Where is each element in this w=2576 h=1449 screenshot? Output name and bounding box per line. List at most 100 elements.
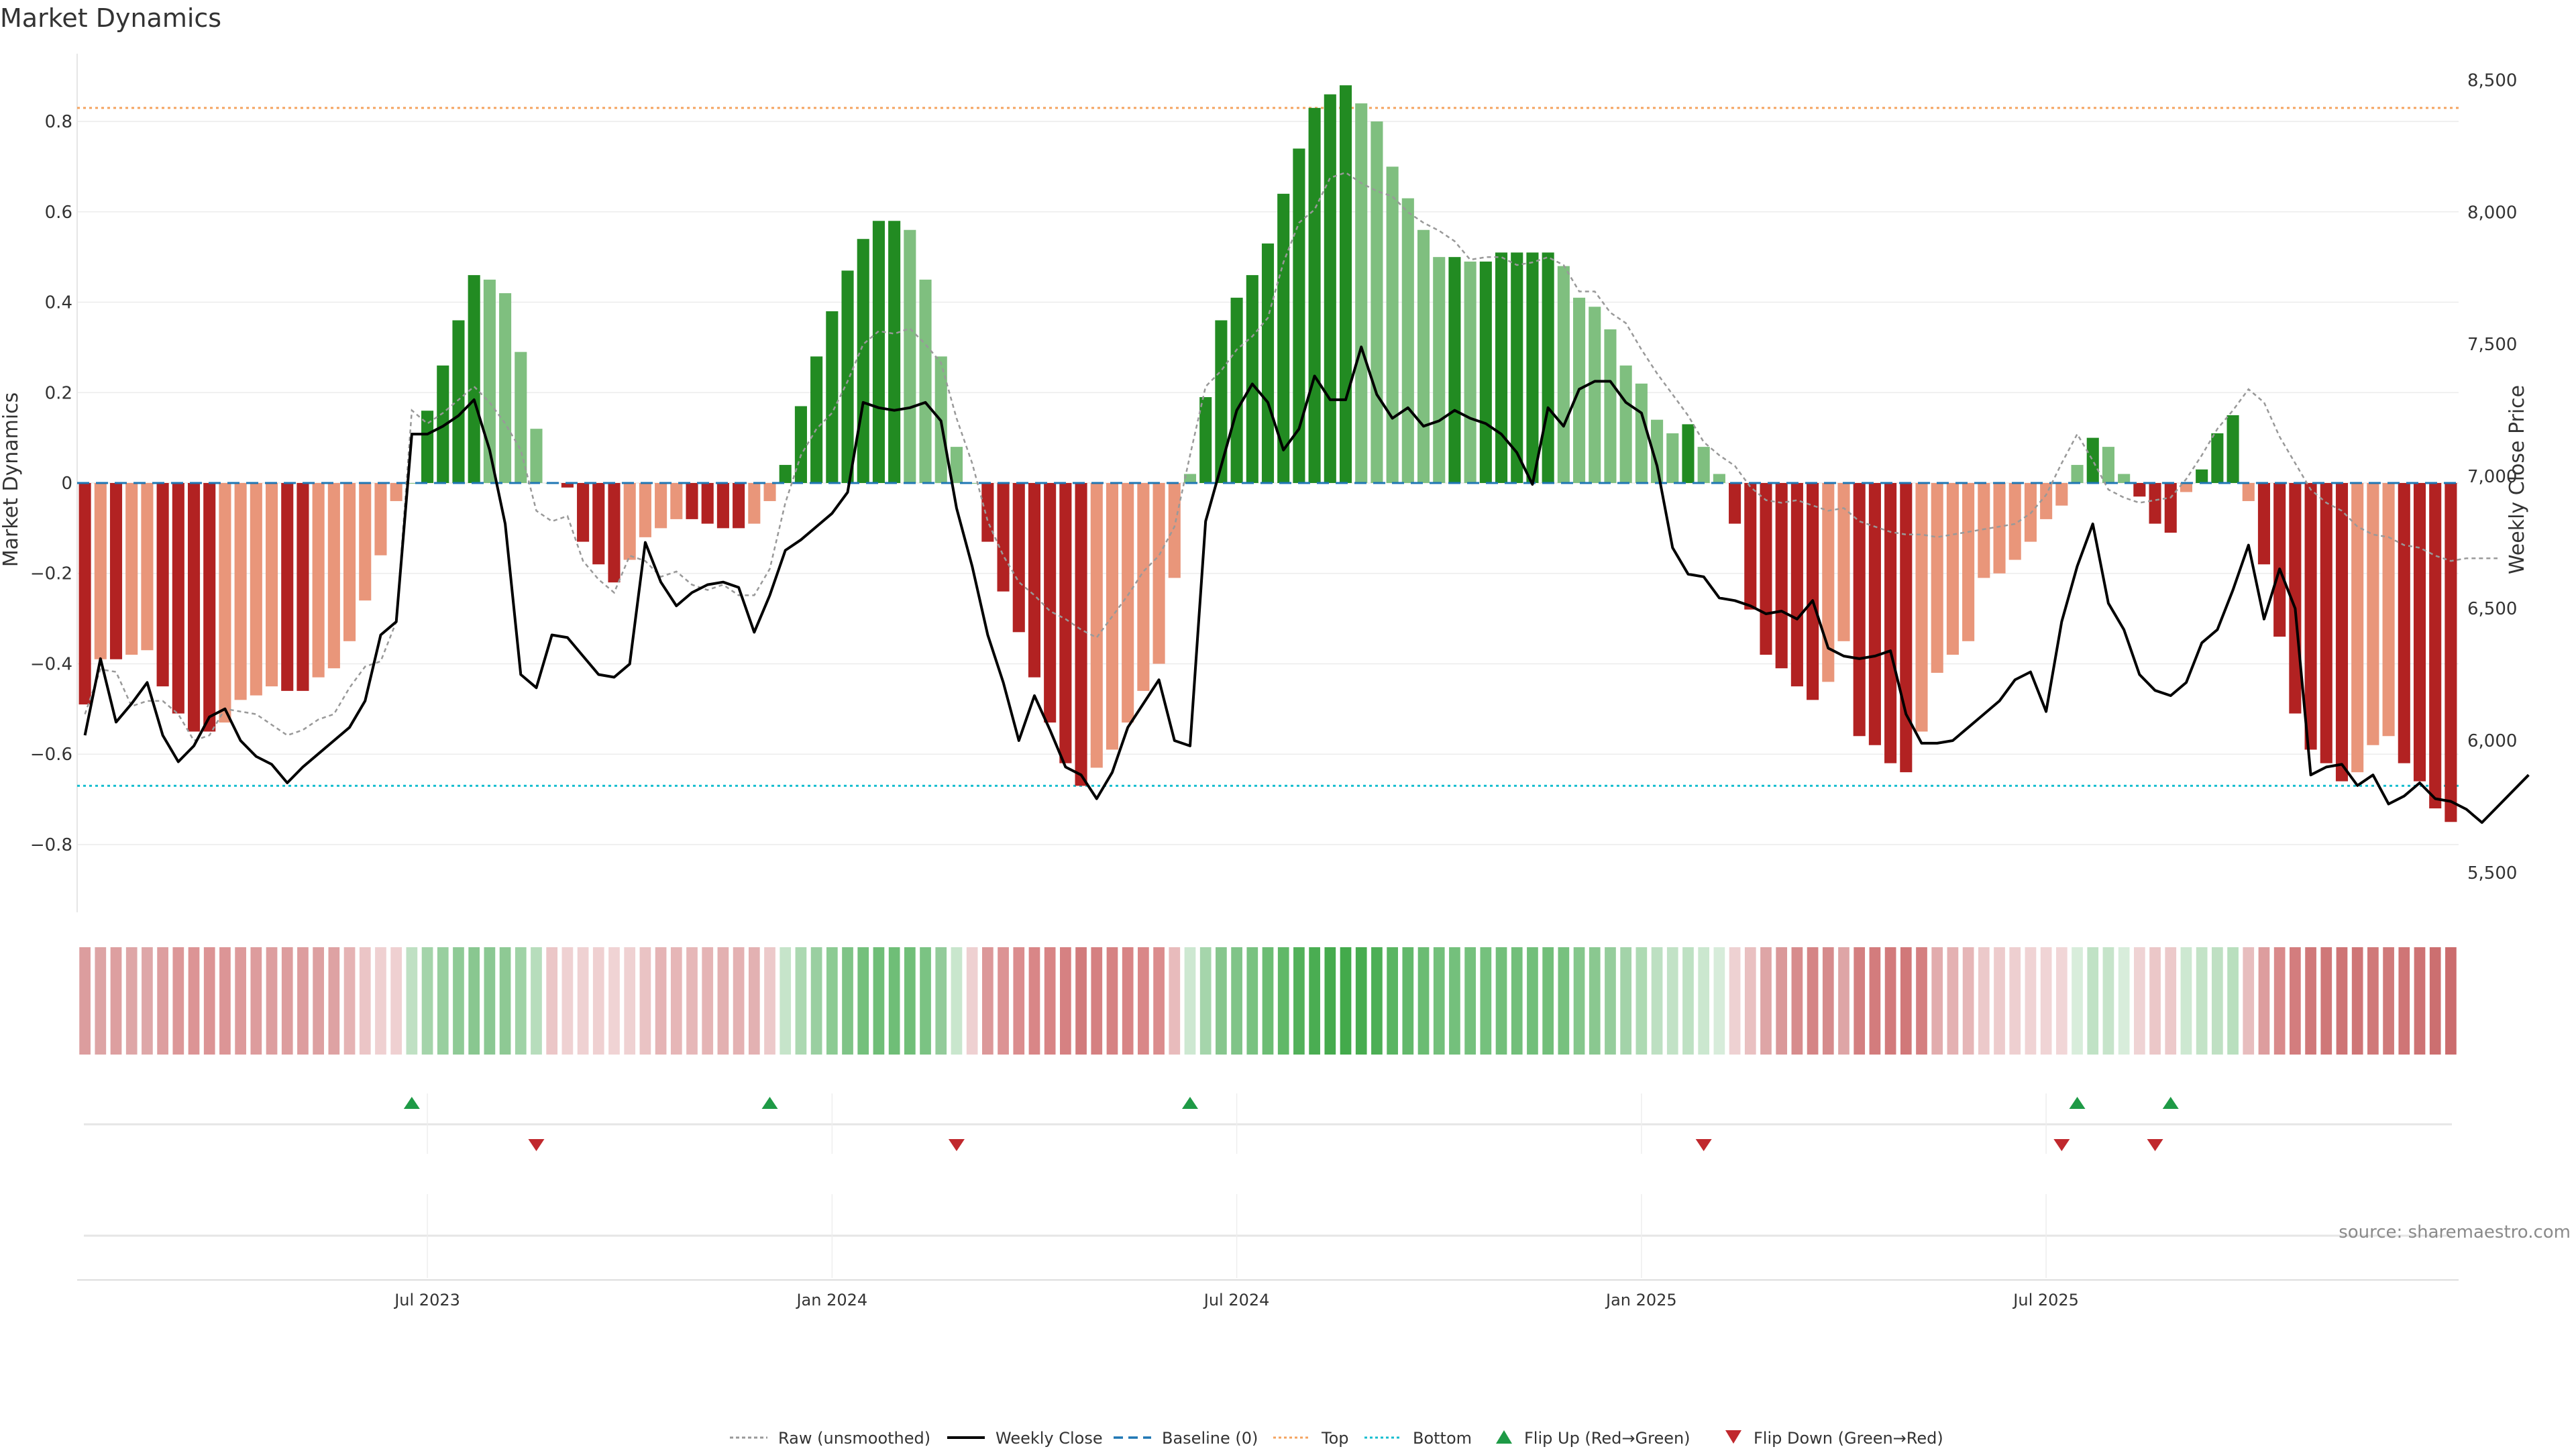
bar	[203, 483, 216, 732]
bar	[1215, 320, 1228, 483]
bar	[1697, 447, 1710, 483]
bar	[234, 483, 247, 700]
strip-cell	[1309, 947, 1320, 1055]
strip-cell	[2212, 947, 2223, 1055]
bar	[187, 483, 201, 732]
bar	[1199, 397, 1212, 483]
x-tick-label: Jan 2025	[1605, 1291, 1677, 1309]
bar	[779, 465, 792, 483]
strip-cell	[748, 947, 760, 1055]
bar	[1651, 419, 1664, 483]
strip-cell	[1511, 947, 1523, 1055]
bar	[810, 356, 823, 483]
bar	[265, 483, 278, 687]
bar	[2071, 465, 2084, 483]
flip-up-marker	[761, 1097, 778, 1109]
bar	[1589, 307, 1601, 483]
strip-cell	[2320, 947, 2332, 1055]
legend-swatch	[1496, 1430, 1512, 1444]
strip-cell	[2165, 947, 2177, 1055]
strip-cell	[1355, 947, 1367, 1055]
bar	[327, 483, 340, 669]
strip-cell	[79, 947, 91, 1055]
bar	[1059, 483, 1072, 763]
strip-cell	[1199, 947, 1212, 1055]
bar	[1837, 483, 1850, 641]
strip-cell	[1293, 947, 1305, 1055]
strip-cell	[1138, 947, 1149, 1055]
left-y-axis: 0.8 0.6 0.4 0.2 0 −0.2 −0.4 −0.6 −0.8	[30, 112, 72, 855]
bar	[2133, 483, 2146, 497]
bar	[888, 221, 901, 483]
strip-cell	[2133, 947, 2145, 1055]
left-tick-label: −0.6	[30, 745, 72, 765]
strip-cell	[1028, 947, 1040, 1055]
strip-cell	[686, 947, 698, 1055]
strip-cell	[1231, 947, 1242, 1055]
bar	[1946, 483, 1959, 655]
bar	[1822, 483, 1835, 682]
bar	[359, 483, 372, 601]
bar	[826, 311, 839, 483]
bar	[670, 483, 683, 519]
left-tick-label: 0.2	[45, 383, 72, 403]
strip-cell	[437, 947, 449, 1055]
strip-cell	[2258, 947, 2270, 1055]
strip-cell	[1449, 947, 1460, 1055]
strip-cell	[531, 947, 542, 1055]
strip-cell	[250, 947, 262, 1055]
strip-cell	[1060, 947, 1071, 1055]
bar	[872, 221, 885, 483]
strip-cell	[546, 947, 558, 1055]
strip-cell	[1169, 947, 1181, 1055]
bar	[1417, 229, 1430, 483]
bar	[1542, 252, 1554, 483]
bar	[297, 483, 309, 691]
strip-cell	[826, 947, 838, 1055]
strip-cell	[266, 947, 278, 1055]
color-strip	[79, 947, 2457, 1055]
strip-cell	[780, 947, 792, 1055]
strip-cell	[515, 947, 527, 1055]
strip-cell	[1760, 947, 1772, 1055]
bar	[1853, 483, 1866, 737]
bar	[981, 483, 994, 542]
legend-label: Weekly Close	[996, 1429, 1103, 1448]
strip-cell	[343, 947, 356, 1055]
bar	[2008, 483, 2021, 560]
strip-cell	[1184, 947, 1196, 1055]
bar	[701, 483, 714, 524]
bar	[1152, 483, 1165, 664]
bar	[1884, 483, 1897, 763]
bar	[561, 483, 574, 488]
bar	[1339, 85, 1352, 483]
left-y-axis-label: Market Dynamics	[0, 392, 23, 568]
strip-cell	[795, 947, 807, 1055]
bars	[77, 85, 2459, 822]
strip-cell	[1666, 947, 1678, 1055]
bar	[2040, 483, 2053, 519]
raw-line	[84, 171, 2498, 742]
strip-cell	[857, 947, 869, 1055]
bar	[172, 483, 184, 714]
strip-cell	[1527, 947, 1538, 1055]
strip-cell	[655, 947, 667, 1055]
strip-cell	[764, 947, 775, 1055]
bar	[1557, 266, 1570, 483]
flip-up-marker	[403, 1097, 420, 1109]
strip-cell	[1277, 947, 1289, 1055]
strip-cell	[998, 947, 1009, 1055]
bar	[2196, 469, 2208, 483]
right-tick-label: 8,000	[2467, 203, 2517, 223]
x-tick-label: Jul 2023	[393, 1291, 460, 1309]
strip-cell	[1869, 947, 1881, 1055]
bar	[966, 483, 979, 484]
bar	[109, 483, 123, 659]
strip-cell	[639, 947, 651, 1055]
strip-cell	[1962, 947, 1974, 1055]
strip-cell	[1713, 947, 1725, 1055]
strip-cell	[2383, 947, 2394, 1055]
strip-cell	[810, 947, 822, 1055]
bar	[1604, 329, 1617, 483]
